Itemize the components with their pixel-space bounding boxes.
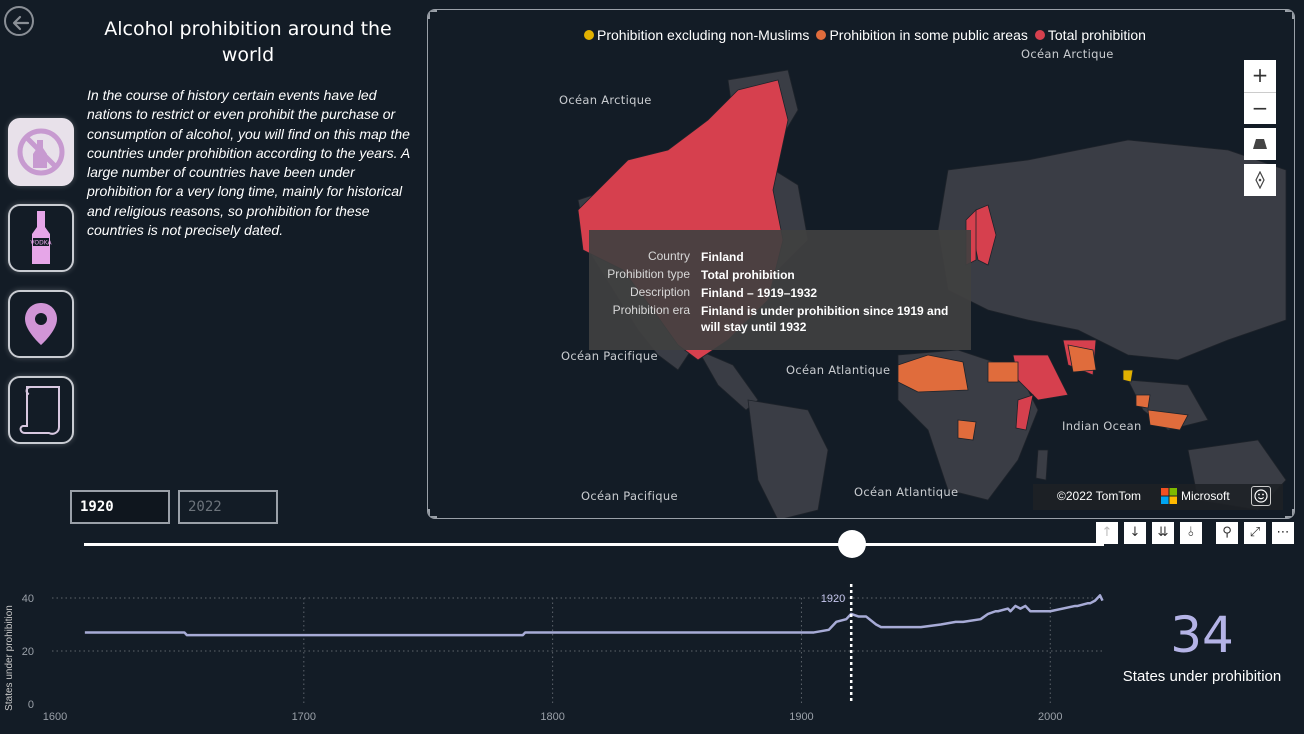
no-alcohol-icon xyxy=(17,128,65,176)
resize-handle[interactable] xyxy=(1285,10,1294,19)
attribution-text: ©2022 TomTom xyxy=(1057,489,1141,503)
y-tick-label: 40 xyxy=(22,593,34,605)
x-tick-label: 1700 xyxy=(292,711,316,723)
tooltip-value: Finland is under prohibition since 1919 … xyxy=(701,304,949,334)
nav-button-history[interactable] xyxy=(8,376,74,444)
filter-icon[interactable]: ⚲ xyxy=(1216,522,1238,544)
legend-dot xyxy=(816,30,827,40)
pitch-button[interactable] xyxy=(1244,128,1276,160)
x-tick-label: 1600 xyxy=(43,711,67,723)
x-tick-label: 1800 xyxy=(540,711,564,723)
ocean-label: Océan Pacifique xyxy=(581,489,678,503)
legend-item[interactable]: Total prohibition xyxy=(1034,27,1146,43)
map-attribution: ©2022 TomTom Microsoft xyxy=(1033,484,1283,510)
legend-item[interactable]: Prohibition excluding non-Muslims xyxy=(584,27,809,43)
madagascar xyxy=(1035,449,1049,481)
series-line xyxy=(84,594,1104,637)
iran-partial xyxy=(1067,344,1097,373)
prohibition-line-chart: States under prohibition 0 20 40 1600 1700 18… xyxy=(0,580,1110,734)
tooltip-key: Country xyxy=(647,249,690,263)
nav-button-map[interactable] xyxy=(8,290,74,358)
more-options-icon[interactable]: ⋯ xyxy=(1272,522,1294,544)
arrow-down-icon[interactable]: ↓ xyxy=(1124,522,1146,544)
tooltip-value: Finland – 1919–1932 xyxy=(701,286,818,300)
map-tooltip: Country Finland Prohibition type Total p… xyxy=(589,230,971,350)
legend-dot xyxy=(1034,30,1045,40)
x-tick-label: 2000 xyxy=(1038,711,1062,723)
chart-ylabel: States under prohibition xyxy=(4,605,15,711)
vodka-bottle-icon: VODKA xyxy=(30,211,53,264)
x-tick-label: 1900 xyxy=(789,711,813,723)
compass-icon xyxy=(1255,170,1265,190)
intro-text: In the course of history certain events … xyxy=(87,87,410,239)
legend-label: Prohibition excluding non-Muslims xyxy=(597,27,810,43)
drill-down-icon[interactable]: ⫰ xyxy=(1180,522,1202,544)
ocean-label: Océan Arctique xyxy=(559,93,652,107)
tooltip-value: Finland xyxy=(701,250,744,264)
year-slider-track[interactable] xyxy=(84,543,1104,546)
brand-text: Microsoft xyxy=(1181,489,1230,503)
y-tick-label: 20 xyxy=(22,646,34,658)
year-start-field[interactable]: 1920 xyxy=(70,490,170,524)
malaysia-partial xyxy=(1135,394,1151,409)
year-marker-label: 1920 xyxy=(821,593,845,605)
tooltip-key: Prohibition type xyxy=(607,267,690,281)
zoom-out-button[interactable]: − xyxy=(1244,92,1276,124)
microsoft-logo-icon xyxy=(1161,488,1177,507)
nav-button-no-alcohol[interactable] xyxy=(8,118,74,186)
back-button[interactable] xyxy=(4,6,34,36)
bangladesh-muslim xyxy=(1122,369,1134,383)
page-title: Alcohol prohibition around the world xyxy=(104,18,392,66)
focus-mode-icon[interactable]: ⤢ xyxy=(1244,522,1266,544)
somalia-total xyxy=(1015,394,1034,431)
map-legend: Prohibition excluding non-Muslims Prohib… xyxy=(584,27,1146,43)
indonesia-partial xyxy=(1147,409,1189,431)
tooltip-key: Prohibition era xyxy=(612,303,690,317)
resize-handle[interactable] xyxy=(428,509,437,518)
south-america xyxy=(747,399,829,518)
east-africa-partial xyxy=(957,419,977,441)
tooltip-value: Total prohibition xyxy=(701,268,795,282)
chart-svg: States under prohibition 0 20 40 1600 1700 18… xyxy=(4,584,1105,723)
kpi-value: 34 xyxy=(1170,606,1234,664)
ocean-label: Océan Atlantique xyxy=(786,363,891,377)
map-pin-icon xyxy=(25,303,57,345)
year-slider-thumb[interactable] xyxy=(838,530,866,558)
zoom-in-button[interactable]: + xyxy=(1244,60,1276,92)
resize-handle[interactable] xyxy=(1285,509,1294,518)
ocean-label: Océan Atlantique xyxy=(854,485,959,499)
ocean-label: Océan Arctique xyxy=(1021,47,1114,61)
kpi-label: States under prohibition xyxy=(1122,668,1282,685)
legend-label: Total prohibition xyxy=(1047,27,1146,43)
feedback-smiley-icon[interactable] xyxy=(1251,486,1271,506)
arrow-up-icon[interactable]: ↑ xyxy=(1096,522,1118,544)
resize-handle[interactable] xyxy=(428,10,437,19)
svg-text:VODKA: VODKA xyxy=(30,240,52,247)
year-end-field[interactable]: 2022 xyxy=(178,490,278,524)
ocean-label: Océan Pacifique xyxy=(561,349,658,363)
double-arrow-down-icon[interactable]: ⇊ xyxy=(1152,522,1174,544)
nav-button-vodka[interactable]: VODKA xyxy=(8,204,74,272)
ocean-label: Indian Ocean xyxy=(1062,419,1142,433)
legend-dot xyxy=(584,30,594,40)
legend-item[interactable]: Prohibition in some public areas xyxy=(816,27,1028,43)
tilt-icon xyxy=(1253,139,1267,149)
arrow-left-icon xyxy=(12,15,30,31)
scroll-icon xyxy=(19,386,60,435)
tooltip-key: Description xyxy=(629,285,690,299)
legend-label: Prohibition in some public areas xyxy=(829,27,1028,43)
compass-button[interactable] xyxy=(1244,164,1276,196)
y-tick-label: 0 xyxy=(28,699,34,711)
north-africa-partial xyxy=(897,354,969,393)
egypt-partial xyxy=(987,361,1019,383)
